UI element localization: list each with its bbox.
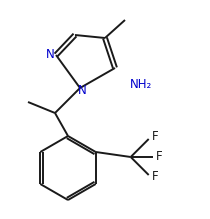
Text: F: F (152, 131, 158, 143)
Text: NH₂: NH₂ (130, 78, 152, 92)
Text: F: F (156, 150, 162, 164)
Text: F: F (152, 171, 158, 184)
Text: N: N (46, 48, 54, 62)
Text: N: N (78, 83, 86, 97)
